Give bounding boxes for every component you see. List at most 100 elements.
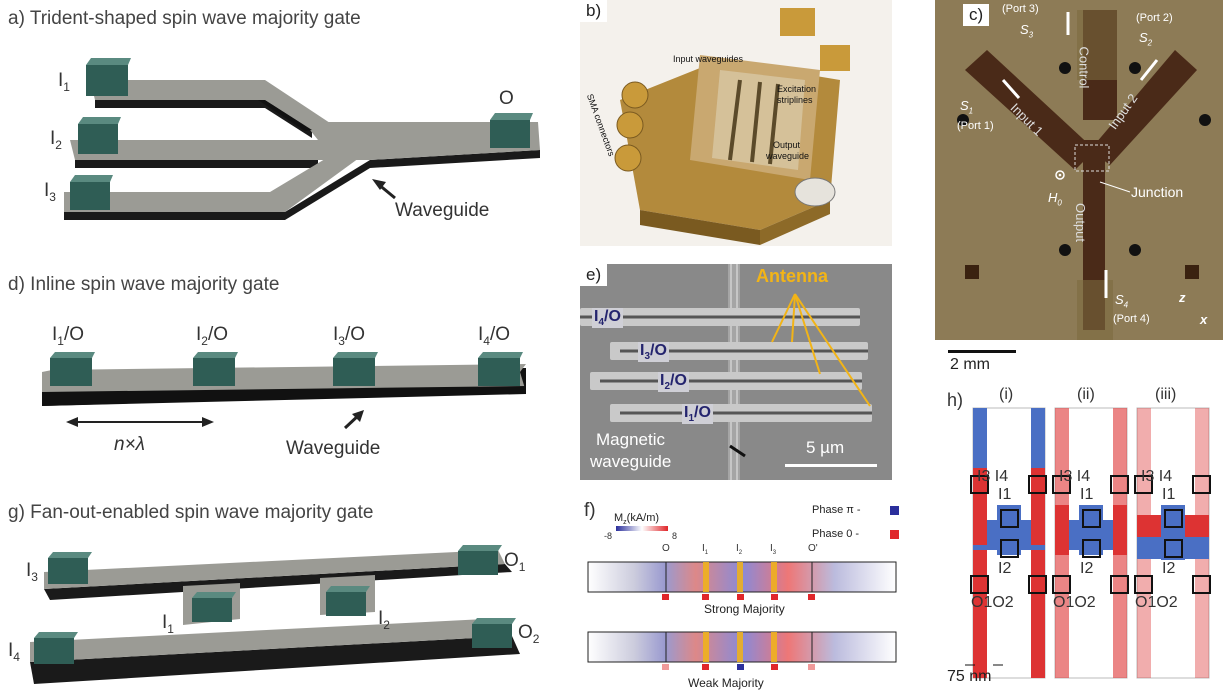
legend-phase-pi: Phase π -: [812, 504, 861, 516]
label-i2: I2: [50, 128, 62, 152]
f-label-i3: I3: [770, 543, 777, 556]
phase-0-swatch: [890, 530, 899, 539]
f-label-o: O: [662, 543, 670, 554]
label-e-i3: I3/O: [638, 342, 669, 363]
f-label-i2: I2: [736, 543, 743, 556]
h-label-i1-ii: I1: [1080, 486, 1094, 503]
axis-z: z: [1179, 290, 1186, 305]
device-photo: [614, 8, 850, 245]
label-g-i1: I1: [162, 612, 174, 636]
label-i1: I1: [58, 70, 70, 94]
sem-image: [580, 264, 892, 480]
label-e-i2: I2/O: [658, 372, 689, 393]
panel-b-photo: b) Input waveguides Excitation stripline…: [580, 0, 892, 246]
pad-3: [333, 352, 378, 386]
pad-g-i1: [192, 592, 236, 622]
label-output: Output: [773, 140, 801, 150]
label-strong: Strong Majority: [704, 602, 785, 616]
trident-gate-diagram: [64, 58, 540, 220]
label-d-p3: I3/O: [333, 324, 366, 348]
pad-g-i3: [48, 552, 92, 584]
label-input-waveguides: Input waveguides: [673, 54, 744, 64]
inline-gate-diagram: [42, 352, 526, 430]
axis-x: x: [1200, 312, 1208, 327]
gate-photo: [935, 0, 1223, 340]
scale-bar-c: [948, 350, 1016, 353]
label-weak: Weak Majority: [688, 676, 764, 690]
label-d-p1: I1/O: [52, 324, 85, 348]
panel-a-title: a) Trident-shaped spin wave majority gat…: [8, 8, 361, 29]
label-control: Control: [1076, 46, 1092, 89]
label-e-i1: I1/O: [682, 404, 713, 425]
label-e-i4: I4/O: [592, 308, 623, 329]
h-label-i2-i: I2: [998, 560, 1012, 577]
scale-label-e: 5 µm: [806, 438, 845, 457]
cbar-max: 8: [672, 531, 678, 541]
pad-g-i4: [34, 632, 78, 664]
h-label-o-ii: O1O2: [1053, 594, 1096, 611]
h-label-o-iii: O1O2: [1135, 594, 1178, 611]
col-i: (i): [999, 386, 1014, 403]
h-label-i3-i4-iii: I3 I4: [1141, 468, 1173, 485]
panel-e-sem: e) Antenna I4/O I3/O I2/O I1/O Magnetic …: [580, 264, 892, 480]
pad-1: [50, 352, 95, 386]
pad-i3: [70, 175, 113, 210]
map-ii: [1054, 407, 1128, 679]
label-antenna: Antenna: [756, 266, 828, 286]
label-port1: (Port 1): [957, 120, 994, 132]
label-s2: S2: [1139, 30, 1153, 48]
label-port2: (Port 2): [1136, 12, 1173, 24]
label-mz: Mz(kA/m): [614, 512, 660, 527]
panel-f: f) Mz(kA/m) -8 8 Phase π - Phase 0 - O I…: [580, 492, 910, 696]
label-d-p4: I4/O: [478, 324, 511, 348]
pad-i2: [78, 117, 121, 154]
label-g-o1: O1: [504, 550, 526, 574]
label-port4: (Port 4): [1113, 313, 1150, 325]
panel-f-label: f): [584, 500, 596, 521]
label-striplines: striplines: [777, 95, 813, 105]
micromagnetic-maps: [965, 407, 1211, 679]
label-g-i4: I4: [8, 640, 20, 664]
label-junction: Junction: [1131, 184, 1184, 200]
f-label-i1: I1: [702, 543, 709, 556]
label-i3: I3: [44, 180, 56, 204]
label-d-p2: I2/O: [196, 324, 229, 348]
panel-e-label: e): [580, 264, 608, 286]
panel-a: a) Trident-shaped spin wave majority gat…: [0, 0, 570, 250]
cbar-min: -8: [604, 531, 613, 541]
pad-g-o1: [458, 545, 502, 575]
label-mag-waveguide: waveguide: [590, 452, 672, 471]
h-label-i2-iii: I2: [1162, 560, 1176, 577]
label-waveguide-a: Waveguide: [395, 200, 490, 221]
h-label-i3-i4-i: I3 I4: [977, 468, 1009, 485]
label-port3: (Port 3): [1002, 3, 1039, 15]
label-o: O: [499, 88, 514, 109]
panel-g: g) Fan-out-enabled spin wave majority ga…: [0, 494, 570, 696]
pad-o: [490, 113, 533, 148]
pad-g-o2: [472, 618, 516, 648]
label-h0: H0: [1048, 190, 1062, 208]
label-s1: S1: [960, 98, 974, 116]
fanout-gate-diagram: [30, 545, 520, 684]
panel-b-label: b): [580, 0, 608, 22]
legend-phase-0: Phase 0 -: [812, 528, 860, 540]
h-label-i2-ii: I2: [1080, 560, 1094, 577]
label-g-i3: I3: [26, 560, 38, 584]
label-waveguide-d: Waveguide: [286, 438, 381, 459]
scale-label-c: 2 mm: [950, 356, 990, 373]
label-g-o2: O2: [518, 622, 540, 646]
map-iii: [1136, 407, 1210, 679]
scale-label-h: 75 nm: [947, 668, 992, 685]
pad-4: [478, 352, 523, 386]
colorbar: [616, 526, 668, 531]
label-s4: S4: [1115, 292, 1129, 310]
h-label-o-i: O1O2: [971, 594, 1014, 611]
pad-2: [193, 352, 238, 386]
h-label-i3-i4-ii: I3 I4: [1059, 468, 1091, 485]
pad-i1: [86, 58, 131, 96]
col-ii: (ii): [1077, 386, 1095, 403]
panel-g-title: g) Fan-out-enabled spin wave majority ga…: [8, 502, 374, 523]
h-label-i1-iii: I1: [1162, 486, 1176, 503]
panel-h-label: h): [947, 390, 964, 410]
label-g-i2: I2: [378, 608, 390, 632]
